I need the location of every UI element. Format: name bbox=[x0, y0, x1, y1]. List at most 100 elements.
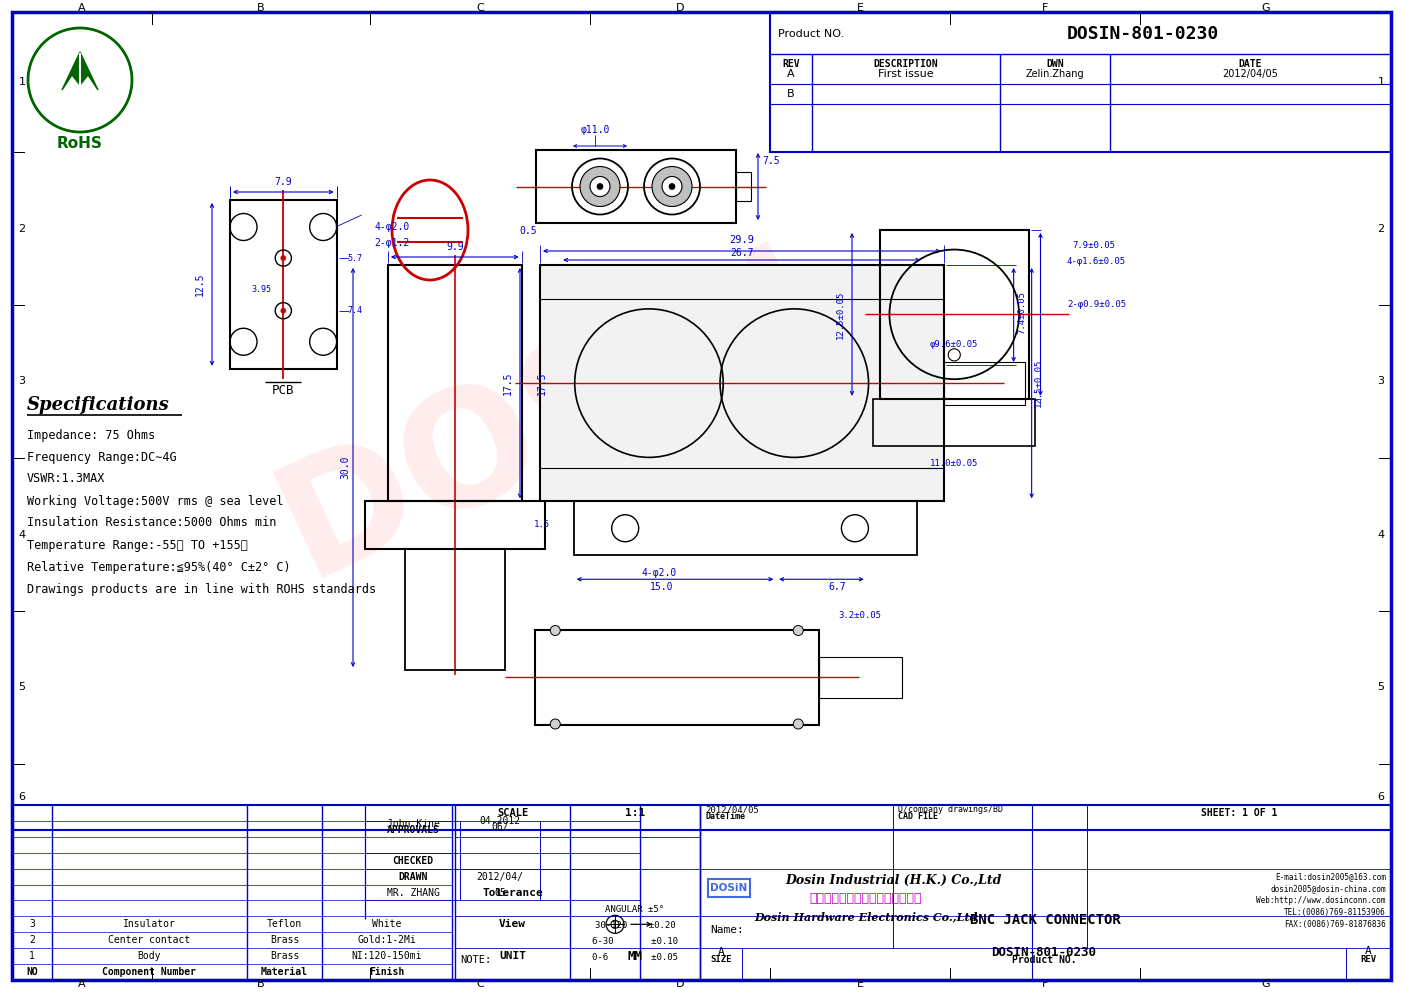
Text: 7.9±0.05: 7.9±0.05 bbox=[1072, 240, 1115, 250]
Circle shape bbox=[598, 184, 603, 189]
Text: DateTime: DateTime bbox=[704, 812, 745, 821]
Text: BNC JACK CONNECTOR: BNC JACK CONNECTOR bbox=[969, 914, 1121, 928]
Text: 0-6        ±0.05: 0-6 ±0.05 bbox=[592, 953, 678, 962]
Text: 3: 3 bbox=[29, 920, 35, 930]
Text: Specifications: Specifications bbox=[27, 396, 170, 414]
Text: Insulator: Insulator bbox=[123, 920, 175, 930]
Bar bbox=[540, 265, 944, 501]
Text: 2: 2 bbox=[18, 223, 25, 233]
Text: Zelin.Zhang: Zelin.Zhang bbox=[1026, 69, 1085, 79]
Bar bbox=[535, 630, 818, 724]
Bar bbox=[404, 549, 505, 670]
Text: Finish: Finish bbox=[369, 967, 404, 977]
Text: A: A bbox=[787, 69, 796, 79]
Text: G: G bbox=[1261, 979, 1270, 989]
Text: E: E bbox=[856, 3, 863, 13]
Text: 6-30       ±0.10: 6-30 ±0.10 bbox=[592, 937, 678, 946]
Text: 15.0: 15.0 bbox=[650, 582, 673, 592]
Text: SCALE: SCALE bbox=[497, 807, 528, 818]
Text: ANGULAR ±5°: ANGULAR ±5° bbox=[606, 906, 665, 915]
Text: 2012/04/05: 2012/04/05 bbox=[1222, 69, 1278, 79]
Text: Relative Temperature:≦95%(40° C±2° C): Relative Temperature:≦95%(40° C±2° C) bbox=[27, 560, 290, 573]
Text: 东莞市德导五金电子制品有限公司: 东莞市德导五金电子制品有限公司 bbox=[810, 892, 922, 905]
Bar bbox=[770, 12, 1390, 152]
Text: SHEET: 1 OF 1: SHEET: 1 OF 1 bbox=[1201, 807, 1277, 818]
Bar bbox=[13, 805, 1390, 980]
Text: 30.0: 30.0 bbox=[340, 455, 349, 479]
Text: Drawings products are in line with ROHS standards: Drawings products are in line with ROHS … bbox=[27, 582, 376, 595]
Text: 11.0±0.05: 11.0±0.05 bbox=[930, 459, 978, 468]
Text: D: D bbox=[676, 979, 685, 989]
Text: 4-φ2.0: 4-φ2.0 bbox=[641, 568, 678, 578]
Text: Brass: Brass bbox=[269, 935, 299, 945]
Text: Working Voltage:500V rms @ sea level: Working Voltage:500V rms @ sea level bbox=[27, 494, 283, 508]
Circle shape bbox=[550, 626, 560, 636]
Text: 3.95: 3.95 bbox=[251, 285, 271, 294]
Text: 12.5±0.05: 12.5±0.05 bbox=[1034, 359, 1044, 408]
Text: Insulation Resistance:5000 Ohms min: Insulation Resistance:5000 Ohms min bbox=[27, 517, 276, 530]
Text: 29.9: 29.9 bbox=[730, 235, 755, 245]
Bar bbox=[737, 172, 751, 201]
Text: DRAWN: DRAWN bbox=[398, 872, 428, 882]
Text: F: F bbox=[1042, 3, 1048, 13]
Text: E: E bbox=[856, 979, 863, 989]
Text: Product NO.: Product NO. bbox=[1012, 954, 1076, 964]
Text: Dosin Hardware Electronics Co.,Ltd: Dosin Hardware Electronics Co.,Ltd bbox=[755, 911, 978, 923]
Text: B: B bbox=[257, 3, 265, 13]
Text: A: A bbox=[717, 947, 724, 957]
Text: 12.5: 12.5 bbox=[195, 273, 205, 297]
Text: PCB: PCB bbox=[272, 384, 295, 397]
Text: DOSiN: DOSiN bbox=[710, 883, 748, 893]
Text: RoHS: RoHS bbox=[58, 137, 102, 152]
Text: 7.4: 7.4 bbox=[347, 307, 362, 315]
Circle shape bbox=[793, 719, 804, 729]
Text: 26.7: 26.7 bbox=[730, 248, 753, 258]
Text: 7.9: 7.9 bbox=[275, 177, 292, 187]
Text: Gold:1-2Mi: Gold:1-2Mi bbox=[358, 935, 417, 945]
Bar bbox=[709, 879, 751, 897]
Text: B: B bbox=[257, 979, 265, 989]
Bar bbox=[880, 230, 1028, 399]
Text: Material: Material bbox=[261, 967, 309, 977]
Text: DATE: DATE bbox=[1239, 59, 1263, 69]
Text: MR. ZHANG: MR. ZHANG bbox=[387, 888, 439, 898]
Bar bbox=[230, 200, 337, 369]
Circle shape bbox=[793, 626, 804, 636]
Text: 17.5: 17.5 bbox=[504, 371, 513, 395]
Circle shape bbox=[652, 167, 692, 206]
Bar bbox=[536, 150, 737, 223]
Text: FAX:(0086)769-81876836: FAX:(0086)769-81876836 bbox=[1284, 921, 1386, 930]
Text: Teflon: Teflon bbox=[267, 920, 302, 930]
Circle shape bbox=[669, 184, 675, 189]
Text: APPROVALS: APPROVALS bbox=[387, 825, 439, 835]
Text: Name:: Name: bbox=[710, 926, 744, 935]
Text: 4: 4 bbox=[18, 530, 25, 540]
Text: 2012/04/: 2012/04/ bbox=[477, 872, 523, 882]
Text: 17.5: 17.5 bbox=[537, 371, 547, 395]
Text: Product NO.: Product NO. bbox=[779, 29, 845, 39]
Text: 7.4±0.05: 7.4±0.05 bbox=[1017, 291, 1026, 333]
Circle shape bbox=[281, 309, 286, 313]
Text: 5: 5 bbox=[18, 682, 25, 692]
Text: CAD FILE: CAD FILE bbox=[898, 812, 939, 821]
Text: UNIT: UNIT bbox=[499, 951, 526, 961]
Text: MM: MM bbox=[627, 949, 643, 962]
Text: REV: REV bbox=[783, 59, 800, 69]
Text: C: C bbox=[476, 979, 484, 989]
Text: 30-120    ±0.20: 30-120 ±0.20 bbox=[595, 922, 675, 930]
Bar bbox=[944, 361, 1024, 405]
Bar bbox=[389, 265, 522, 501]
Text: C: C bbox=[476, 3, 484, 13]
Text: DOSIN-801-0230: DOSIN-801-0230 bbox=[992, 945, 1097, 958]
Text: 2: 2 bbox=[1378, 223, 1385, 233]
Text: 2: 2 bbox=[29, 935, 35, 945]
Text: Tolerance: Tolerance bbox=[483, 888, 543, 898]
Text: 2-φ1.2: 2-φ1.2 bbox=[375, 238, 410, 248]
Text: 1.5: 1.5 bbox=[533, 521, 550, 530]
Text: SIZE: SIZE bbox=[710, 955, 732, 964]
Text: E-mail:dosin2005@163.com: E-mail:dosin2005@163.com bbox=[1275, 872, 1386, 881]
Bar bbox=[818, 657, 902, 697]
Circle shape bbox=[550, 719, 560, 729]
Text: F: F bbox=[1042, 979, 1048, 989]
Text: A: A bbox=[1365, 946, 1372, 956]
